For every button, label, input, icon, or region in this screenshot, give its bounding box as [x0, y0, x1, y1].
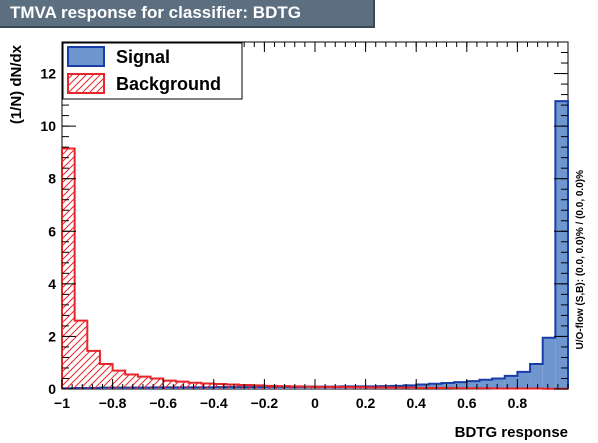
y-tick-label: 8	[48, 171, 56, 187]
background-bar	[302, 386, 315, 389]
signal-bar	[530, 364, 543, 389]
y-tick-label: 2	[48, 328, 56, 344]
background-bar	[213, 384, 227, 389]
background-bar	[289, 386, 303, 389]
x-tick-label: 0.8	[508, 395, 528, 411]
y-tick-label: 4	[48, 276, 56, 292]
axes: −1 −0.8 −0.6 −0.4 −0.2 0 0.2 0.4 0.6 0.8 0 2 4 6 8 10 12	[40, 42, 569, 411]
background-bar	[239, 385, 252, 389]
y-tick-label: 12	[40, 66, 56, 82]
y-tick-label: 6	[48, 223, 56, 239]
signal-bar	[517, 371, 531, 389]
y-tick-label: 10	[40, 118, 56, 134]
background-bar	[327, 386, 341, 389]
background-bar	[201, 383, 214, 389]
chart-title: TMVA response for classifier: BDTG	[10, 3, 301, 22]
background-bar	[251, 385, 265, 389]
signal-bar	[479, 379, 493, 389]
signal-bar	[542, 337, 556, 389]
background-bar	[112, 370, 126, 389]
signal-bars	[61, 100, 569, 390]
x-tick-label: −0.8	[99, 395, 127, 411]
x-tick-label: −0.4	[200, 395, 228, 411]
y-tick-label: 0	[48, 381, 56, 397]
overflow-label: U/O-flow (S,B): (0.0, 0.0)% / (0.0, 0.0)…	[575, 170, 586, 350]
background-bar	[62, 148, 75, 389]
background-bar	[163, 380, 176, 389]
background-bar	[125, 374, 138, 389]
background-bar	[277, 386, 290, 389]
signal-bar	[555, 101, 568, 389]
x-tick-label: −1	[54, 395, 70, 411]
background-bar	[87, 350, 100, 389]
background-bar	[315, 386, 328, 389]
signal-bar	[466, 381, 480, 389]
legend-signal-swatch	[67, 46, 105, 67]
x-tick-label: −0.2	[251, 395, 279, 411]
signal-outline	[61, 100, 569, 390]
y-axis-label: (1/N) dN/dx	[8, 44, 25, 124]
background-bar	[188, 382, 202, 389]
signal-bar	[416, 384, 429, 389]
signal-bar	[504, 375, 518, 389]
signal-bar	[454, 382, 467, 389]
background-bar	[137, 376, 151, 389]
background-bar	[150, 378, 164, 389]
legend-background-swatch	[67, 73, 105, 94]
signal-bar	[428, 383, 442, 389]
x-tick-label: 0	[311, 395, 319, 411]
x-axis-label: BDTG response	[455, 424, 568, 441]
background-bar	[264, 385, 278, 389]
background-bar	[99, 364, 113, 389]
legend-signal-label: Signal	[116, 47, 170, 67]
signal-bar	[492, 378, 505, 389]
background-outline	[61, 147, 569, 390]
signal-bar	[441, 382, 455, 389]
legend-background-label: Background	[116, 74, 221, 94]
background-bar	[226, 384, 240, 389]
background-bars	[61, 147, 569, 390]
x-tick-label: 0.4	[406, 395, 426, 411]
chart-title-box: TMVA response for classifier: BDTG	[0, 0, 375, 28]
x-tick-label: 0.2	[356, 395, 376, 411]
x-tick-label: 0.6	[457, 395, 477, 411]
x-tick-label: −0.6	[149, 395, 177, 411]
background-bar	[74, 320, 88, 389]
background-bar	[175, 381, 189, 389]
legend: Signal Background	[62, 42, 243, 100]
